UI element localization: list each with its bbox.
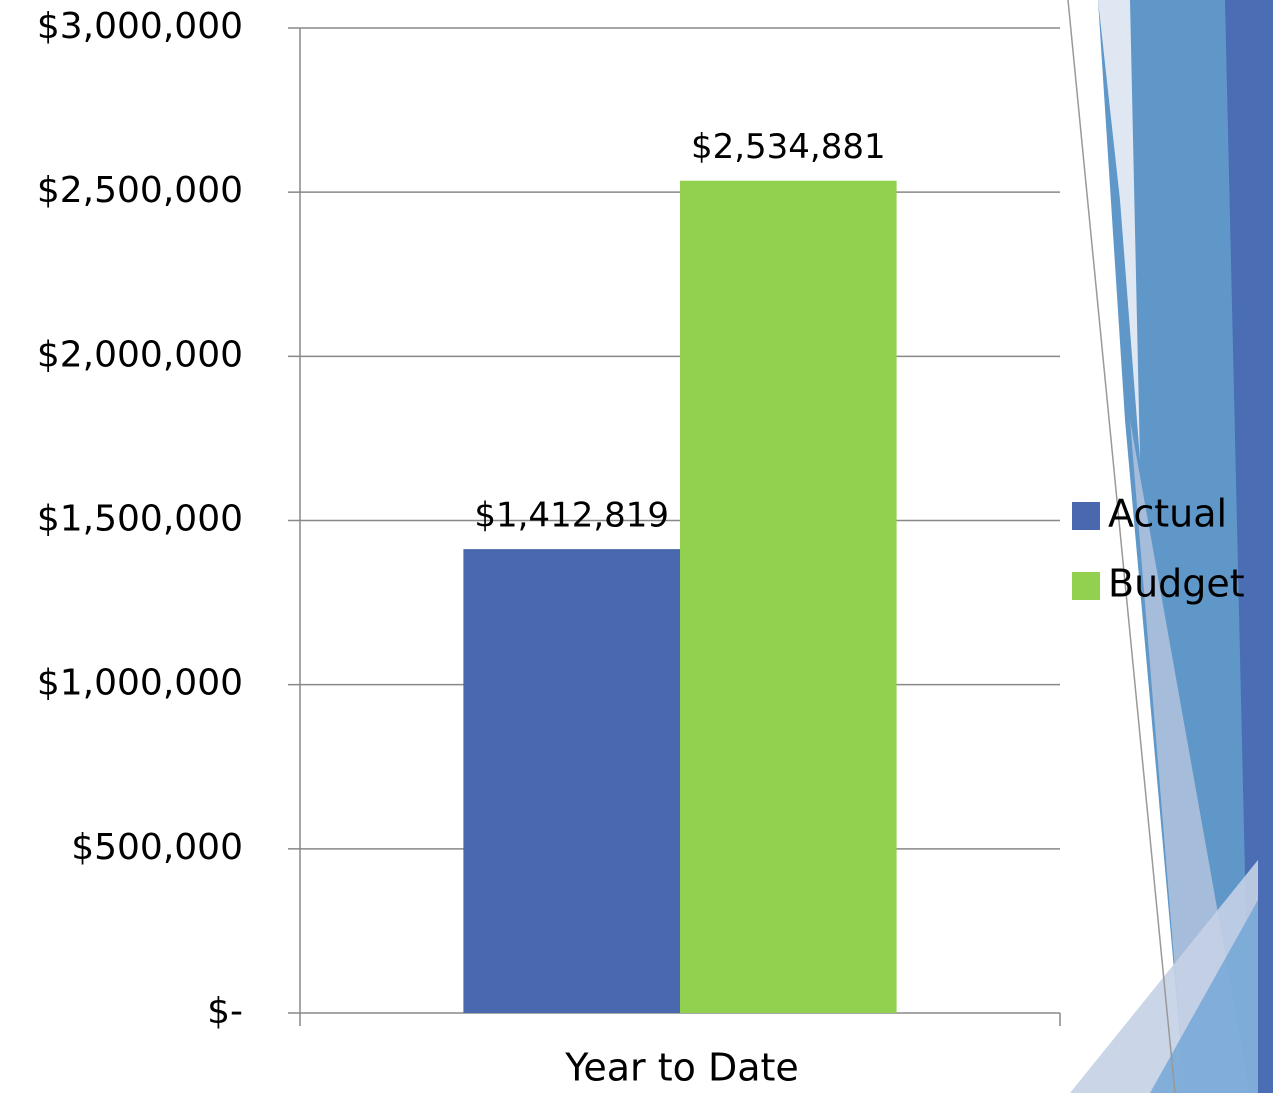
legend-swatch — [1072, 502, 1100, 530]
bar — [463, 549, 680, 1013]
legend-swatch — [1072, 572, 1100, 600]
data-label: $2,534,881 — [691, 127, 886, 167]
decoration — [1068, 0, 1273, 1093]
y-tick-label: $2,500,000 — [37, 170, 243, 211]
y-tick-label: $- — [207, 991, 243, 1032]
bar — [680, 181, 897, 1013]
x-tick-label: Year to Date — [564, 1046, 799, 1090]
y-tick-label: $1,000,000 — [37, 663, 243, 704]
data-label: $1,412,819 — [474, 496, 669, 536]
y-tick-label: $2,000,000 — [37, 334, 243, 375]
chart: Year to Date $- $500,000 $1,000,000 $1,500,… — [0, 0, 1273, 1093]
y-tick-label: $3,000,000 — [37, 6, 243, 47]
y-tick-label: $1,500,000 — [37, 499, 243, 540]
legend-label: Actual — [1108, 492, 1227, 536]
y-tick-label: $500,000 — [71, 827, 243, 868]
legend-label: Budget — [1108, 562, 1245, 606]
